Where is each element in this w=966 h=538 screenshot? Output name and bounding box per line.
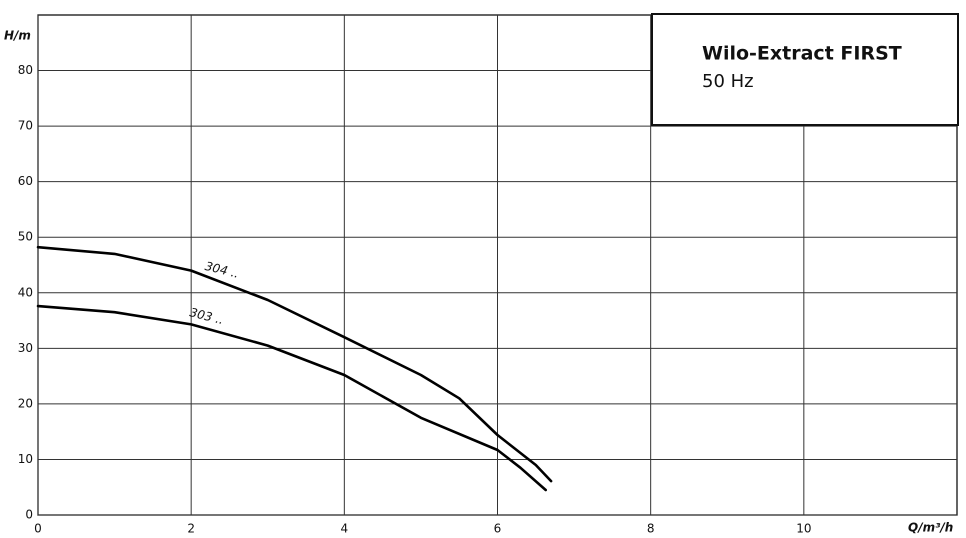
x-tick-label: 8	[647, 522, 655, 536]
chart-subtitle: 50 Hz	[702, 71, 754, 92]
x-tick-label: 0	[34, 522, 42, 536]
x-tick-label: 6	[494, 522, 502, 536]
y-tick-label: 20	[18, 396, 33, 410]
y-tick-label: 30	[18, 341, 33, 355]
y-tick-label: 60	[18, 174, 33, 188]
x-tick-label: 4	[341, 522, 349, 536]
chart-title: Wilo-Extract FIRST	[702, 43, 902, 65]
curve	[36, 304, 547, 492]
y-tick-label: 80	[18, 63, 33, 77]
y-tick-label: 70	[18, 119, 33, 133]
y-tick-label: 40	[18, 285, 33, 299]
y-axis-label: H/m	[4, 29, 31, 43]
x-tick-label: 10	[796, 522, 811, 536]
x-axis-label: Q/m³/h	[908, 521, 953, 535]
y-tick-label: 50	[18, 230, 33, 244]
y-tick-label: 0	[25, 508, 33, 522]
y-tick-label: 10	[18, 452, 33, 466]
curve	[36, 245, 553, 483]
title-box	[651, 13, 959, 126]
x-tick-label: 2	[187, 522, 195, 536]
